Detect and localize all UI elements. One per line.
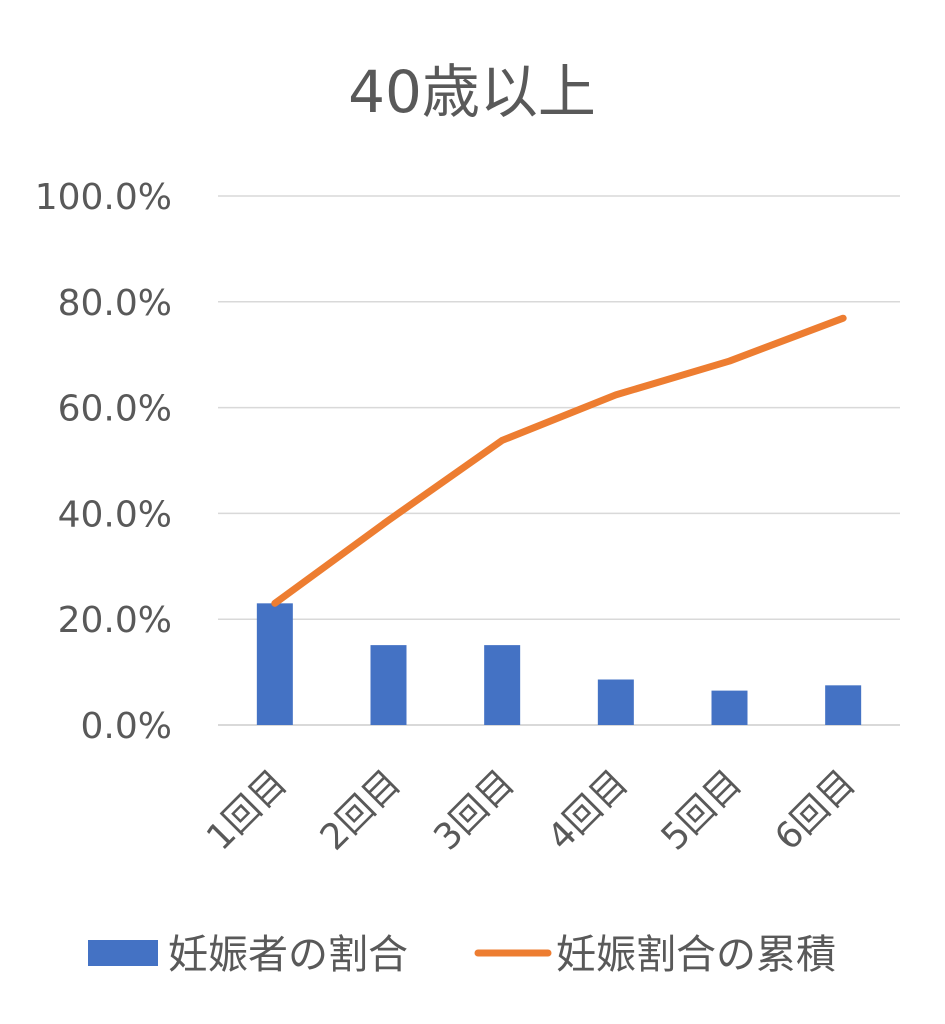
- y-tick-label: 40.0%: [58, 494, 172, 535]
- bar: [825, 685, 862, 725]
- bar-series: [256, 603, 862, 725]
- bar: [711, 690, 748, 725]
- x-axis-tick-labels: 1回目 2回目 3回目 4回目 5回目 6回目: [199, 762, 863, 858]
- y-tick-label: 80.0%: [58, 283, 172, 324]
- gridlines: [218, 195, 900, 726]
- x-tick-label: 3回目: [426, 762, 522, 858]
- chart-title: 40歳以上: [348, 58, 596, 126]
- legend: 妊娠者の割合 妊娠割合の累積: [88, 932, 836, 978]
- bar: [597, 679, 634, 725]
- x-tick-label: 2回目: [313, 762, 409, 858]
- y-tick-label: 20.0%: [58, 600, 172, 641]
- x-tick-label: 1回目: [199, 762, 295, 858]
- y-tick-label: 60.0%: [58, 389, 172, 430]
- x-tick-label: 5回目: [654, 762, 750, 858]
- y-tick-label: 100.0%: [35, 177, 172, 218]
- line-series: [271, 314, 847, 607]
- legend-label-line: 妊娠割合の累積: [556, 932, 836, 978]
- legend-swatch-bar: [88, 940, 158, 966]
- bar: [256, 603, 293, 725]
- x-tick-label: 6回目: [767, 762, 863, 858]
- y-axis-tick-labels: 100.0% 80.0% 60.0% 40.0% 20.0% 0.0%: [35, 177, 172, 747]
- bar: [484, 645, 521, 725]
- legend-label-bar: 妊娠者の割合: [168, 932, 408, 978]
- y-tick-label: 0.0%: [81, 706, 172, 747]
- x-tick-label: 4回目: [540, 762, 636, 858]
- cumulative-line: [271, 314, 847, 607]
- bar: [370, 645, 407, 725]
